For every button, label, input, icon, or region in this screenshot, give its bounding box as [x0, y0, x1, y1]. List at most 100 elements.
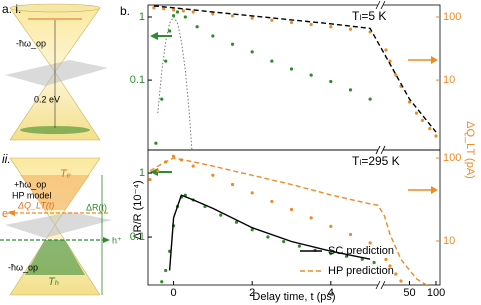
data-point: [250, 191, 254, 195]
data-point: [368, 97, 372, 101]
x-axis-title: Delay time, t (ps): [252, 291, 335, 303]
label: e⁻: [2, 208, 14, 220]
data-point: [250, 50, 254, 54]
cone-rim: [9, 3, 101, 13]
data-point: [329, 25, 333, 29]
x-tick-label: 100: [427, 287, 445, 299]
label: ΔQ_LT(t): [17, 200, 54, 210]
data-point: [384, 257, 388, 262]
data-point: [211, 12, 215, 16]
axis-break: [378, 148, 383, 287]
data-point: [181, 9, 185, 13]
data-point: [388, 59, 392, 63]
data-point: [219, 213, 223, 217]
data-point: [164, 268, 168, 273]
data-point: [191, 10, 195, 14]
data-point: [309, 73, 313, 77]
data-point: [211, 34, 215, 38]
schematic: a. i. ii. -ħω_op 0.2 eV Tₑ +ħω_op HP mod…: [0, 2, 122, 296]
data-point: [183, 15, 187, 19]
data-point: [171, 14, 176, 18]
data-point: [234, 220, 239, 224]
y2-tick-label: 100: [443, 152, 461, 164]
legend-label: HP prediction: [328, 265, 394, 277]
y-axis-title: ΔR/R (10⁻⁴): [132, 180, 144, 239]
data-point: [160, 280, 164, 284]
arrowhead: [431, 56, 438, 64]
y2-tick-label: 100: [443, 11, 461, 23]
label: a. i.: [2, 2, 21, 16]
y2-tick-label: 10: [443, 235, 455, 247]
break-mark: [380, 0, 386, 10]
data-point: [368, 241, 372, 245]
data-point: [348, 232, 353, 237]
y2-tick-label: 10: [443, 74, 455, 86]
data-point: [191, 164, 195, 168]
data-point: [420, 118, 424, 122]
y-tick-label: 0.1: [130, 231, 145, 243]
data-point: [168, 29, 172, 33]
label: Tₕ: [48, 276, 59, 288]
arrowhead: [8, 210, 15, 216]
data-point: [230, 182, 235, 187]
data-point: [348, 27, 353, 31]
data-point: [289, 20, 294, 25]
series-group: [148, 154, 428, 285]
data-point: [162, 7, 166, 11]
annotation: Tₗ=295 K: [352, 154, 400, 168]
data-point: [348, 88, 353, 92]
data-point: [266, 235, 270, 239]
data-point: [250, 228, 254, 232]
axis-break: [378, 3, 383, 152]
annotation: Tₗ=5 K: [352, 9, 386, 23]
break-mark: [375, 280, 381, 290]
label: +ħω_op: [14, 179, 46, 189]
label: 0.2 eV: [34, 94, 60, 104]
fermi-sea: [20, 126, 90, 134]
data-point: [230, 14, 235, 18]
label: ii.: [2, 152, 11, 166]
data-point: [164, 59, 168, 63]
data-point: [289, 207, 294, 212]
data-point: [282, 239, 286, 244]
data-point: [329, 79, 333, 84]
plane: [5, 60, 108, 86]
data-point: [175, 10, 180, 14]
hot-electrons: [20, 175, 90, 210]
series-group: [152, 5, 438, 150]
plot-frame: [147, 149, 441, 286]
data-point: [156, 169, 160, 173]
data-point: [211, 173, 215, 177]
y-tick-label: 1: [139, 167, 145, 179]
arrowhead: [431, 186, 438, 194]
break-mark: [375, 0, 381, 10]
y-tick-label: 1: [139, 11, 145, 23]
data-point: [250, 16, 254, 20]
series-line: [157, 16, 193, 150]
data-point: [434, 134, 438, 138]
y-tick-label: 0.1: [130, 74, 145, 86]
arrows: [150, 32, 438, 194]
series-line: [149, 157, 428, 285]
data-point: [152, 6, 156, 10]
data-point: [309, 216, 313, 220]
break-mark: [380, 280, 386, 290]
data-point: [270, 199, 274, 204]
data-point: [372, 260, 376, 265]
plot-frame: [147, 4, 441, 151]
label: ΔR(t): [86, 202, 107, 212]
data-point: [171, 154, 176, 158]
break-mark: [380, 145, 386, 155]
label: HP model: [12, 190, 51, 200]
data-point: [394, 73, 398, 77]
data-point: [384, 48, 388, 52]
data-point: [289, 67, 294, 71]
data-point: [329, 252, 333, 256]
arrowhead: [150, 168, 158, 176]
x-tick-label: 0: [170, 287, 176, 299]
hot-holes: [25, 240, 85, 275]
data-point: [171, 8, 176, 12]
arrowhead: [150, 32, 158, 40]
plane: [5, 212, 112, 238]
